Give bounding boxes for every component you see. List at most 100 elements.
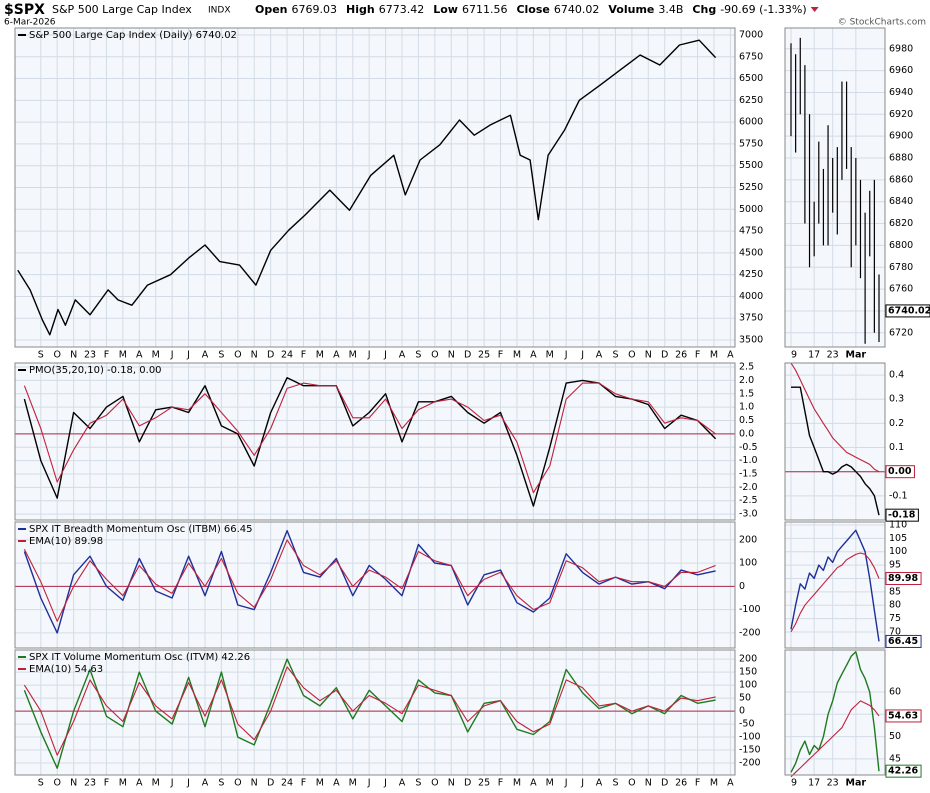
last-value-box: [885, 709, 922, 723]
x-tick-label: N: [70, 778, 77, 789]
x-tick-label: F: [498, 350, 503, 361]
x-tick-label: F: [498, 778, 503, 789]
x-tick-label: 9: [791, 350, 797, 361]
last-value-label: -0.18: [888, 510, 916, 521]
x-tick-label: A: [202, 778, 209, 789]
y-tick-label: 110: [889, 519, 907, 530]
symbol: $SPX: [4, 2, 45, 18]
x-tick-label: A: [399, 350, 406, 361]
x-tick-label: J: [367, 778, 371, 789]
series-line: [23, 666, 716, 756]
down-arrow: [810, 7, 819, 12]
x-tick-label: M: [316, 778, 324, 789]
x-tick-label: 25: [478, 350, 490, 361]
y-tick-label: 6760: [889, 284, 913, 295]
field-value: 3.4B: [658, 3, 683, 16]
panel: 7000 6750 6500 6250 6000 5750 5500 5250 5000 4750…: [14, 27, 763, 361]
date: 6-Mar-2026: [4, 18, 56, 28]
y-tick-label: 2.5: [739, 362, 754, 373]
x-tick-label: S: [38, 778, 44, 789]
y-tick-label: 105: [889, 533, 907, 544]
y-tick-label: -1.5: [739, 468, 758, 479]
x-tick-label: A: [202, 350, 209, 361]
x-tick-label: F: [301, 778, 306, 789]
x-tick-label: M: [349, 778, 357, 789]
field-label: Chg: [692, 3, 716, 16]
x-tick-label: S: [218, 778, 224, 789]
x-tick-label: 26: [675, 778, 687, 789]
y-tick-label: 1.5: [739, 388, 754, 399]
x-tick-label: M: [710, 778, 718, 789]
x-tick-label: 23: [827, 350, 839, 361]
series-line: [23, 529, 716, 634]
x-tick-label: M: [316, 350, 324, 361]
x-tick-label: M: [119, 350, 127, 361]
x-tick-label: 17: [808, 350, 820, 361]
x-tick-label: M: [546, 350, 554, 361]
field-label: High: [346, 3, 375, 16]
x-tick-label: S: [218, 350, 224, 361]
last-value-label: 42.26: [888, 766, 918, 777]
y-tick-label: 4000: [739, 291, 763, 302]
x-tick-label: 23: [84, 778, 96, 789]
legend-label: PMO(35,20,10) -0.18, 0.00: [29, 365, 162, 376]
x-tick-label: 23: [827, 778, 839, 789]
field-value: -90.69 (-1.33%): [720, 3, 806, 16]
y-tick-label: 1.0: [739, 402, 754, 413]
x-tick-label: A: [727, 350, 734, 361]
y-tick-label: 100: [889, 546, 907, 557]
y-tick-label: 5250: [739, 182, 763, 193]
y-tick-label: 6500: [739, 73, 763, 84]
x-tick-label: A: [136, 778, 143, 789]
y-tick-label: 6940: [889, 87, 913, 98]
x-tick-label: S: [612, 350, 618, 361]
x-tick-label: J: [367, 350, 371, 361]
index-name: S&P 500 Large Cap Index: [52, 3, 192, 16]
panel: 2.5 2.0 1.5 1.0 0.5 0.0 -0.5 -1.0 -1.5 -2.0 -2.5 -3…: [14, 362, 758, 521]
y-tick-label: 5000: [739, 204, 763, 215]
series-line: [23, 382, 716, 494]
x-tick-label: A: [333, 350, 340, 361]
x-tick-label: O: [53, 350, 60, 361]
x-tick-label: N: [251, 350, 258, 361]
x-tick-label: F: [301, 350, 306, 361]
y-tick-label: 6820: [889, 218, 913, 229]
y-tick-label: 3750: [739, 313, 763, 324]
legend-label: S&P 500 Large Cap Index (Daily) 6740.02: [29, 30, 237, 41]
y-tick-label: 4500: [739, 247, 763, 258]
field-label: Low: [433, 3, 458, 16]
x-tick-label: J: [580, 778, 584, 789]
x-tick-label: J: [186, 778, 190, 789]
x-tick-label: N: [645, 778, 652, 789]
panel-border: [784, 521, 886, 649]
y-tick-label: -200: [739, 758, 761, 769]
y-tick-label: 6780: [889, 262, 913, 273]
x-tick-label: J: [170, 350, 174, 361]
x-tick-label: O: [431, 350, 438, 361]
x-tick-label: O: [431, 778, 438, 789]
y-tick-label: 6880: [889, 153, 913, 164]
x-tick-label: J: [186, 350, 190, 361]
y-tick-label: -0.5: [739, 442, 758, 453]
series-line: [791, 386, 880, 516]
panel-border: [14, 649, 736, 776]
panel: 0.40.30.20.10.0-0.1-0.180.00: [784, 362, 919, 522]
x-tick-label: D: [661, 778, 668, 789]
x-tick-label: M: [152, 778, 160, 789]
y-tick-label: 6920: [889, 109, 913, 120]
plot-area: [785, 650, 885, 775]
y-tick-label: 0.5: [739, 415, 754, 426]
series-line: [790, 700, 880, 778]
x-tick-label: M: [513, 350, 521, 361]
x-tick-label: A: [136, 350, 143, 361]
y-tick-label: 0.3: [889, 394, 904, 405]
y-tick-label: 4750: [739, 226, 763, 237]
x-tick-label: S: [38, 350, 44, 361]
x-tick-label: O: [234, 778, 241, 789]
x-tick-label: 17: [808, 778, 820, 789]
x-tick-label: F: [104, 350, 109, 361]
x-tick-label: N: [251, 778, 258, 789]
x-tick-label: S: [415, 778, 421, 789]
y-tick-label: 0.0: [739, 428, 754, 439]
